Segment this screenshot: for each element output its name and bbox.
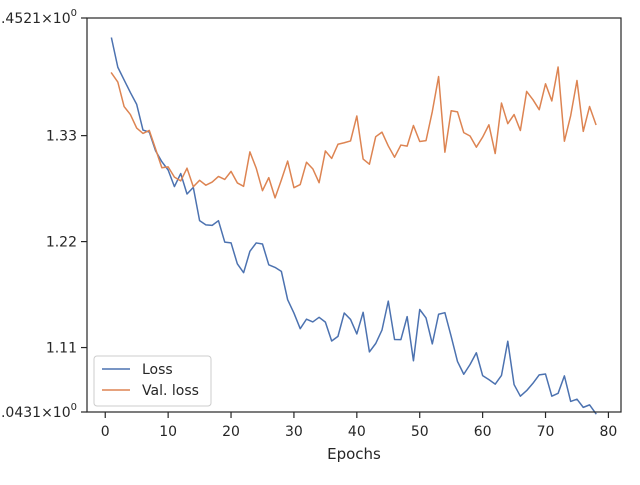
legend-label-0: Loss	[142, 362, 173, 378]
x-tick-label: 40	[348, 424, 366, 440]
x-axis: 0 10 20 30 40 50 60 70 80	[101, 412, 618, 440]
x-tick-label: 0	[101, 424, 110, 440]
x-tick-label: 10	[159, 424, 177, 440]
legend: Loss Val. loss	[93, 355, 212, 407]
x-tick-label: 50	[411, 424, 429, 440]
x-tick-label: 80	[600, 424, 618, 440]
x-tick-label: 20	[222, 424, 240, 440]
y-tick-label: 1.4521×100	[0, 8, 77, 27]
series-line-0	[110, 37, 597, 415]
y-tick-label: 1.33	[46, 129, 77, 145]
plot-frame	[86, 17, 622, 413]
y-axis: 1.0431×100 1.11 1.22 1.33 1.4521×100	[0, 8, 87, 421]
x-axis-label: Epochs	[327, 445, 381, 463]
x-tick-label: 30	[285, 424, 303, 440]
y-tick-label: 1.11	[46, 341, 77, 357]
x-tick-label: 60	[474, 424, 492, 440]
y-tick-label: 1.22	[46, 235, 77, 251]
x-tick-label: 70	[537, 424, 555, 440]
series-line-1	[110, 66, 597, 199]
y-tick-label: 1.0431×100	[0, 402, 77, 421]
legend-label-1: Val. loss	[142, 383, 199, 399]
series-layer	[110, 37, 597, 415]
